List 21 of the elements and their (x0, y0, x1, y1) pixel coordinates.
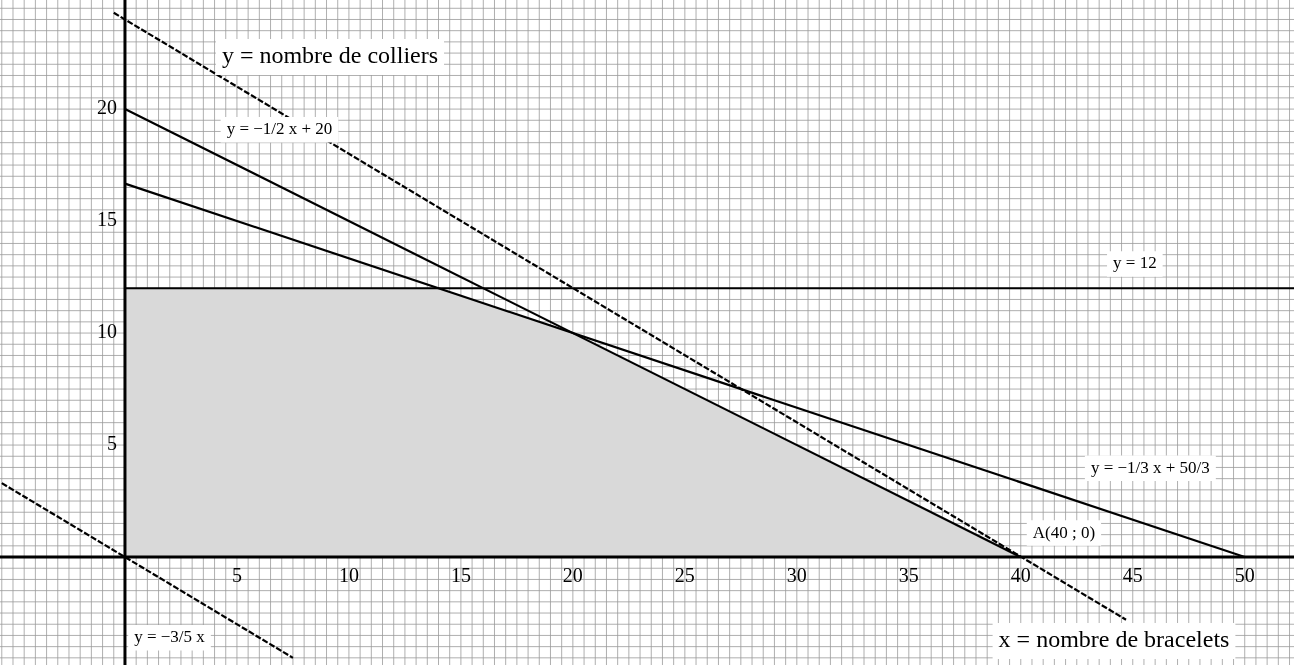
x-tick-label: 35 (898, 564, 919, 587)
annotation: y = −1/3 x + 50/3 (1090, 457, 1210, 477)
annotation: A(40 ; 0) (1032, 522, 1096, 542)
x-tick-label: 50 (1234, 564, 1255, 587)
x-tick-label: 30 (786, 564, 807, 587)
y-tick-label: 15 (96, 208, 117, 231)
y-tick-label: 20 (96, 96, 117, 119)
y-axis-title: y = nombre de colliers (221, 42, 439, 69)
x-tick-label: 5 (231, 564, 242, 587)
x-axis-title: x = nombre de bracelets (998, 626, 1230, 653)
x-tick-label: 40 (1010, 564, 1031, 587)
annotation: y = −3/5 x (134, 627, 206, 647)
annotation: y = 12 (1113, 253, 1157, 273)
annotation: y = −1/2 x + 20 (226, 119, 333, 139)
y-tick-label: 5 (106, 432, 117, 455)
x-tick-label: 15 (450, 564, 471, 587)
x-tick-label: 10 (338, 564, 359, 587)
x-tick-label: 25 (674, 564, 695, 587)
y-tick-label: 10 (96, 320, 117, 343)
x-tick-label: 45 (1122, 564, 1143, 587)
x-tick-label: 20 (562, 564, 583, 587)
